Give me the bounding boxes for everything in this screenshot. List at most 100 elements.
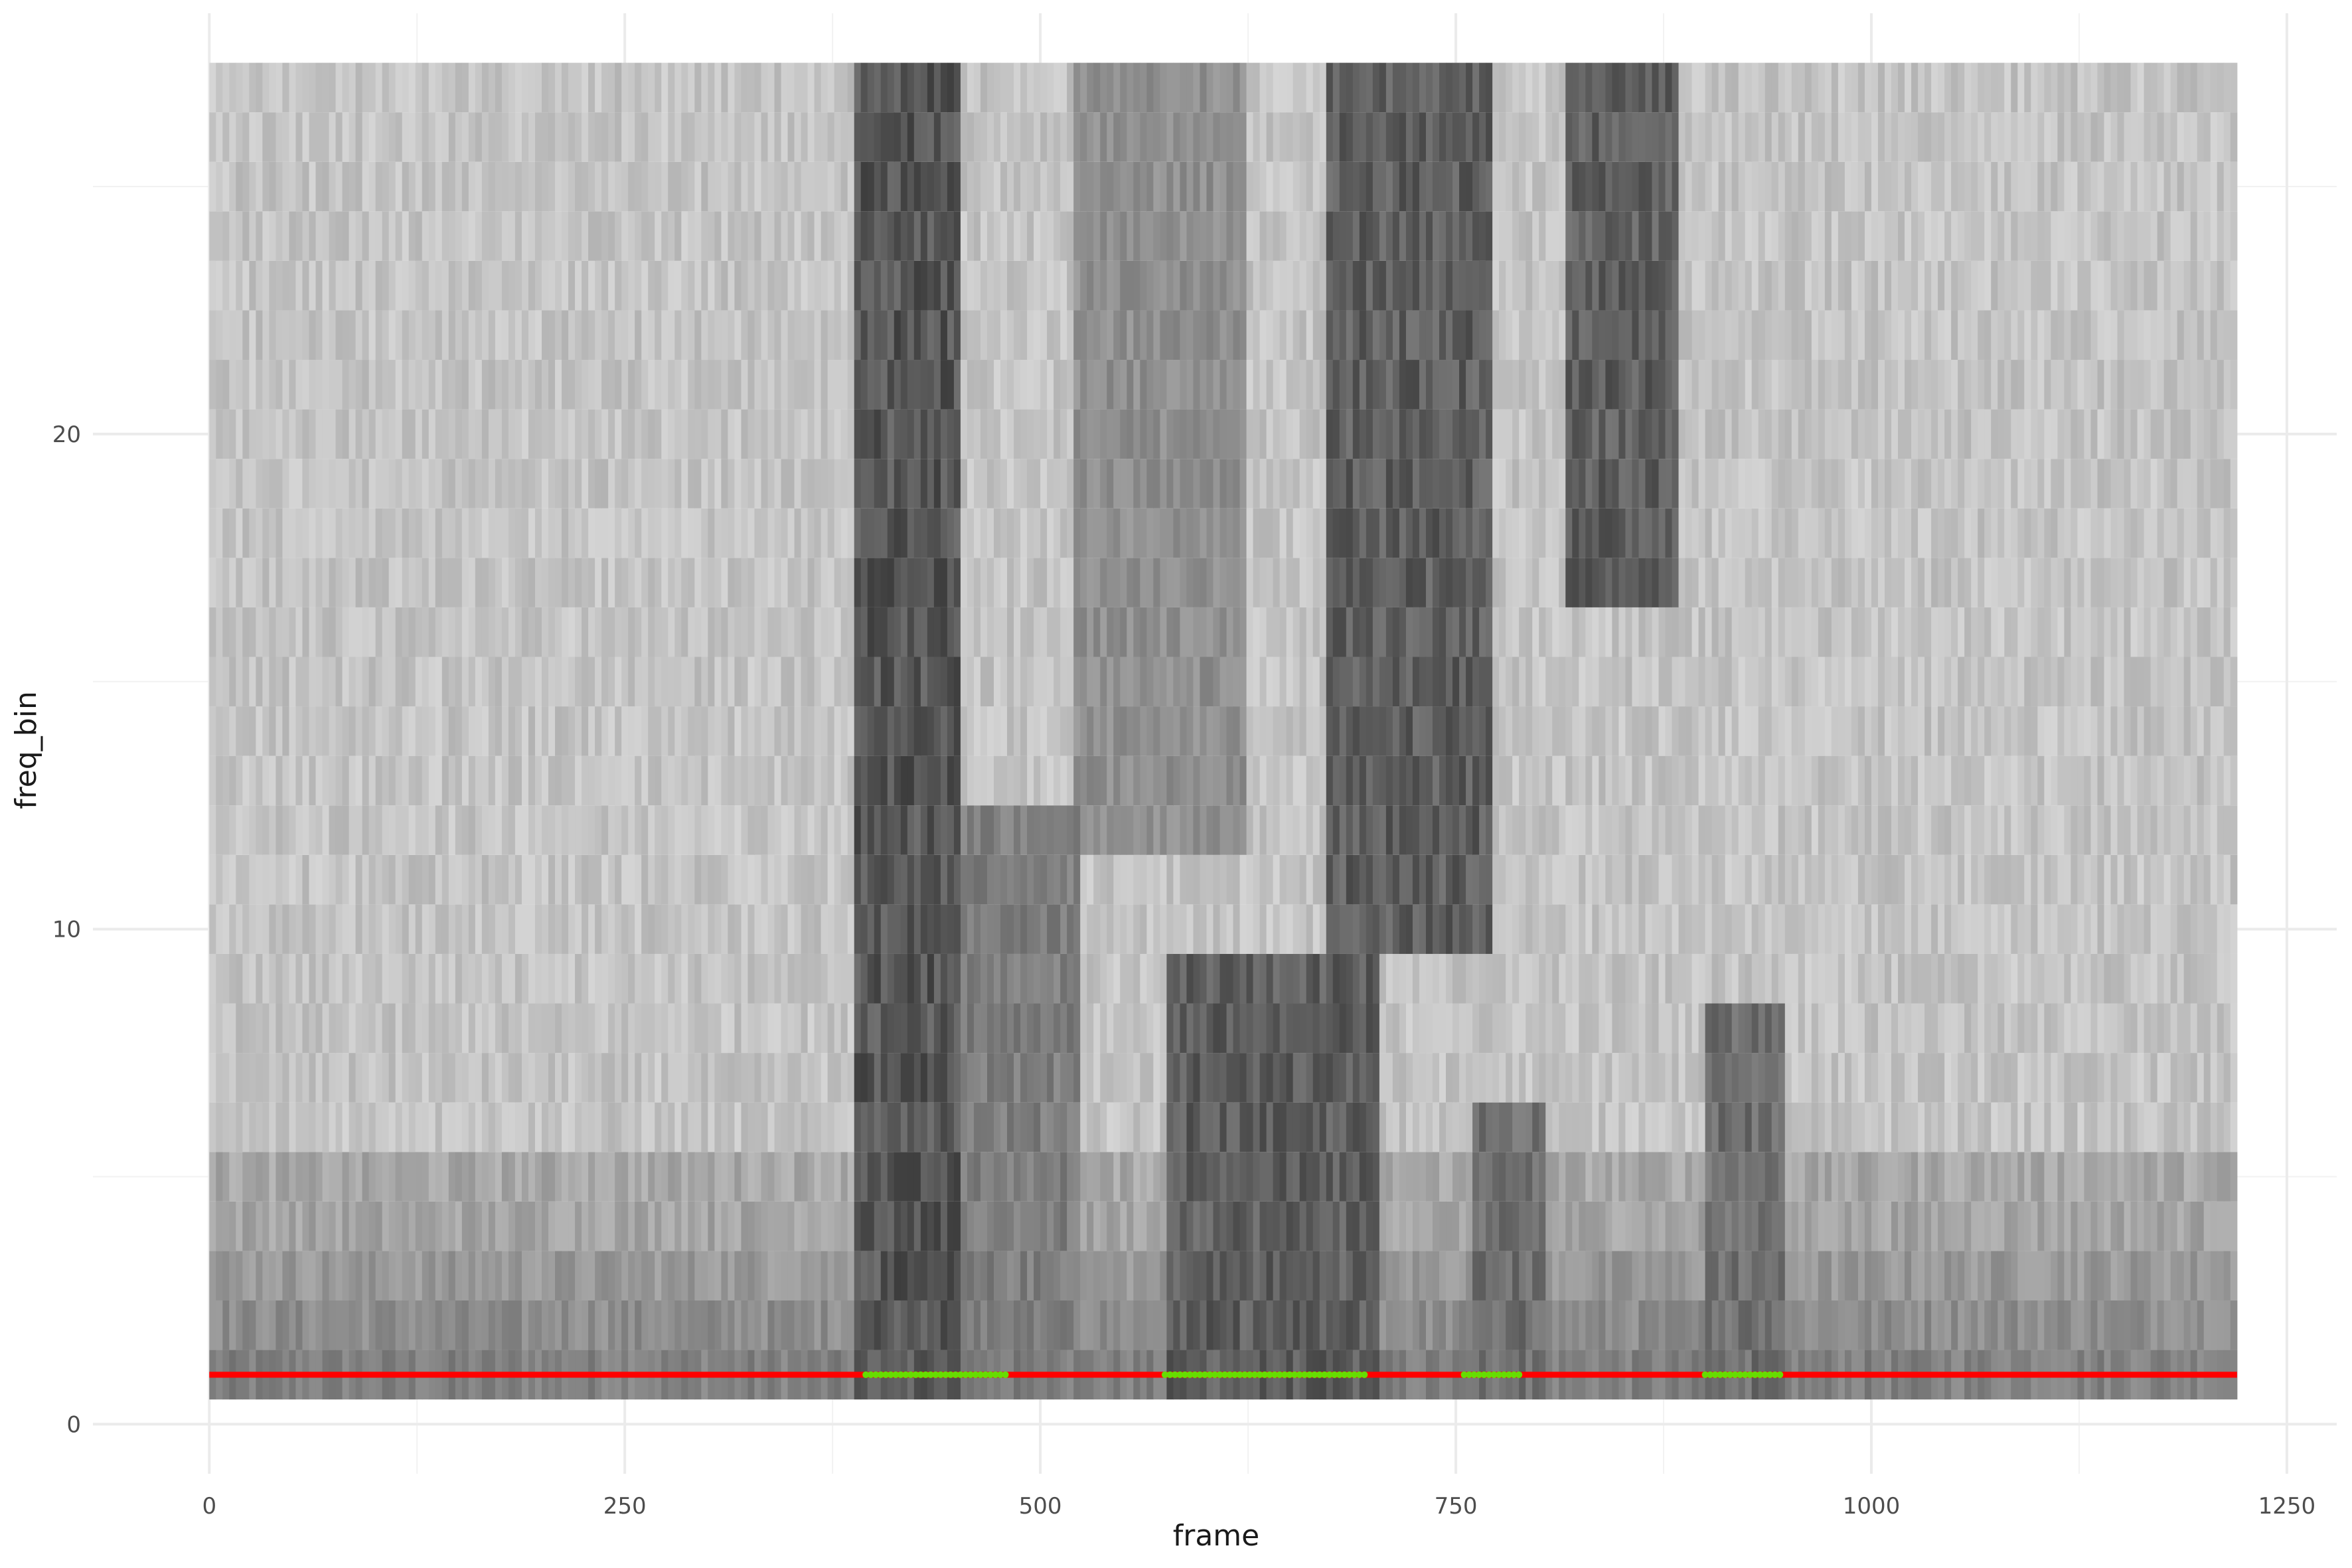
- heatmap-tile: [2124, 805, 2132, 855]
- heatmap-tile: [688, 1152, 695, 1202]
- heatmap-tile: [1545, 854, 1553, 905]
- heatmap-tile: [1844, 1053, 1852, 1103]
- heatmap-tile: [1898, 1152, 1905, 1202]
- heatmap-tile: [542, 1300, 549, 1350]
- heatmap-tile: [435, 1251, 443, 1300]
- heatmap-tile: [1486, 1251, 1493, 1300]
- heatmap-tile: [1200, 953, 1208, 1004]
- heatmap-tile: [940, 1003, 948, 1054]
- heatmap-tile: [1804, 854, 1812, 905]
- heatmap-tile: [1146, 1300, 1154, 1350]
- heatmap-tile: [249, 1201, 256, 1251]
- heatmap-tile: [528, 904, 536, 954]
- heatmap-tile: [1120, 1152, 1127, 1202]
- heatmap-tile: [1605, 904, 1612, 954]
- heatmap-tile: [1877, 657, 1885, 707]
- heatmap-tile: [621, 1003, 629, 1054]
- heatmap-tile: [1938, 904, 1945, 954]
- heatmap-tile: [322, 854, 330, 905]
- heatmap-tile: [681, 904, 688, 954]
- heatmap-tile: [1279, 1102, 1287, 1152]
- heatmap-tile: [1127, 1053, 1134, 1103]
- heatmap-tile: [1479, 1251, 1486, 1300]
- heatmap-tile: [1991, 1300, 1998, 1350]
- heatmap-tile: [2064, 805, 2072, 855]
- heatmap-tile: [1200, 755, 1208, 806]
- heatmap-tile: [588, 1003, 595, 1054]
- heatmap-tile: [595, 706, 602, 756]
- heatmap-tile: [1645, 1300, 1653, 1350]
- heatmap-tile: [216, 607, 223, 657]
- heatmap-tile: [1040, 706, 1048, 756]
- heatmap-tile: [1804, 1053, 1812, 1103]
- heatmap-tile: [435, 1152, 443, 1202]
- heatmap-tile: [1506, 953, 1513, 1004]
- heatmap-tile: [1293, 1003, 1300, 1054]
- heatmap-tile: [342, 1152, 350, 1202]
- heatmap-tile: [408, 657, 416, 707]
- heatmap-tile: [262, 1300, 270, 1350]
- heatmap-tile: [641, 607, 649, 657]
- heatmap-tile: [1499, 805, 1506, 855]
- heatmap-tile: [1133, 755, 1140, 806]
- heatmap-tile: [874, 1201, 882, 1251]
- heatmap-tile: [608, 805, 615, 855]
- heatmap-tile: [2044, 1201, 2051, 1251]
- heatmap-tile: [1472, 607, 1480, 657]
- heatmap-tile: [1439, 953, 1447, 1004]
- heatmap-tile: [302, 1102, 310, 1152]
- heatmap-tile: [481, 558, 489, 607]
- heatmap-tile: [275, 657, 283, 707]
- heatmap-tile: [256, 805, 263, 855]
- heatmap-tile: [1705, 755, 1713, 806]
- heatmap-tile: [315, 657, 323, 707]
- heatmap-tile: [900, 1300, 908, 1350]
- heatmap-tile: [428, 1201, 436, 1251]
- heatmap-tile: [2064, 657, 2072, 707]
- heatmap-tile: [1020, 904, 1028, 954]
- heatmap-tile: [349, 854, 356, 905]
- heatmap-tile: [1638, 706, 1646, 756]
- heatmap-tile: [1425, 1102, 1433, 1152]
- heatmap-tile: [1984, 657, 1992, 707]
- heatmap-tile: [1286, 1152, 1294, 1202]
- heatmap-tile: [1080, 657, 1087, 707]
- heatmap-tile: [1439, 1003, 1447, 1054]
- heatmap-tile: [1259, 904, 1267, 954]
- heatmap-tile: [1293, 1102, 1300, 1152]
- heatmap-tile: [1153, 1300, 1160, 1350]
- heatmap-tile: [2157, 953, 2165, 1004]
- heatmap-tile: [1399, 854, 1407, 905]
- heatmap-tile: [781, 607, 789, 657]
- heatmap-tile: [1466, 1300, 1473, 1350]
- heatmap-tile: [1392, 1300, 1400, 1350]
- heatmap-tile: [1266, 755, 1274, 806]
- heatmap-tile: [468, 1251, 476, 1300]
- heatmap-tile: [1093, 706, 1101, 756]
- heatmap-tile: [422, 755, 430, 806]
- heatmap-tile: [468, 1102, 476, 1152]
- heatmap-tile: [568, 1300, 576, 1350]
- heatmap-tile: [1412, 1201, 1420, 1251]
- heatmap-tile: [2203, 1201, 2211, 1251]
- heatmap-tile: [1831, 854, 1839, 905]
- heatmap-tile: [322, 558, 330, 607]
- heatmap-tile: [2017, 1201, 2025, 1251]
- heatmap-tile: [368, 1003, 376, 1054]
- heatmap-tile: [1266, 805, 1274, 855]
- heatmap-tile: [342, 904, 350, 954]
- heatmap-tile: [655, 755, 662, 806]
- heatmap-tile: [1379, 854, 1387, 905]
- heatmap-tile: [555, 1201, 562, 1251]
- heatmap-tile: [428, 706, 436, 756]
- heatmap-tile: [927, 854, 935, 905]
- heatmap-tile: [1871, 854, 1879, 905]
- heatmap-tile: [1206, 657, 1214, 707]
- heatmap-tile: [1233, 1251, 1241, 1300]
- heatmap-tile: [641, 657, 649, 707]
- heatmap-tile: [847, 1102, 855, 1152]
- heatmap-tile: [1253, 854, 1261, 905]
- heatmap-tile: [2017, 607, 2025, 657]
- heatmap-tile: [867, 755, 875, 806]
- heatmap-tile: [1731, 657, 1739, 707]
